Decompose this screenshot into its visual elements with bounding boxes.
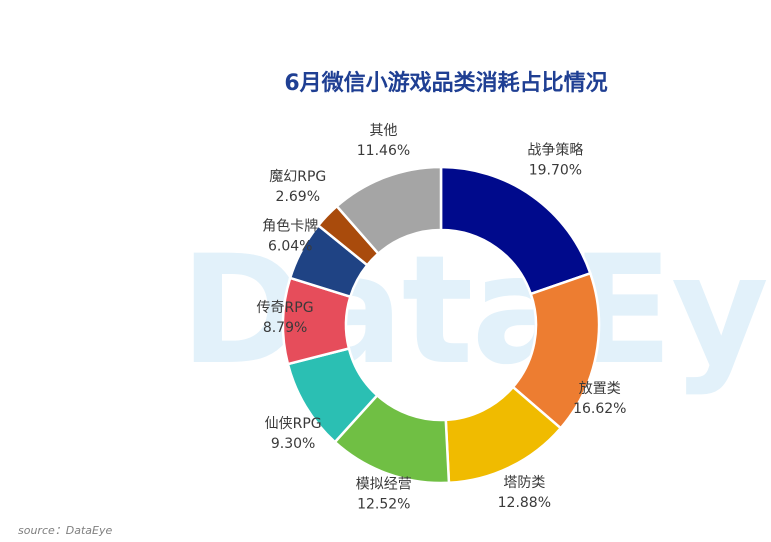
slice-value-label: 2.69% [276, 189, 320, 205]
slice-category-label: 塔防类 [503, 475, 545, 491]
slice-value-label: 12.52% [357, 497, 410, 513]
slice-category-label: 角色卡牌 [262, 217, 318, 234]
slice-labels: 战争策略 19.70% 放置类 16.62% 塔防类 12.88% 模拟经营 12.52% 仙侠… [257, 123, 627, 513]
slice-value-label: 8.79% [263, 320, 307, 336]
source-note: source：DataEye [18, 524, 112, 537]
slice-value-label: 19.70% [529, 162, 582, 178]
slice-value-label: 16.62% [573, 401, 626, 417]
donut-slices [281, 165, 601, 485]
slice-category-label: 放置类 [579, 381, 621, 397]
slice-category-label: 模拟经营 [356, 477, 412, 493]
slice-value-label: 12.88% [498, 495, 551, 511]
slice-category-label: 其他 [369, 123, 397, 139]
slice-category-label: 仙侠RPG [265, 416, 322, 432]
slice-value-label: 9.30% [271, 436, 315, 452]
watermark-text: DataEye [180, 224, 771, 398]
slice-value-label: 6.04% [268, 238, 312, 254]
slice-value-label: 11.46% [357, 143, 410, 159]
chart-title: 6月微信小游戏品类消耗占比情况 [284, 70, 607, 96]
slice-category-label: 战争策略 [527, 141, 583, 158]
slice-category-label: 传奇RPG [257, 299, 314, 316]
slice-8 [335, 165, 443, 256]
slice-category-label: 魔幻RPG [269, 169, 326, 185]
